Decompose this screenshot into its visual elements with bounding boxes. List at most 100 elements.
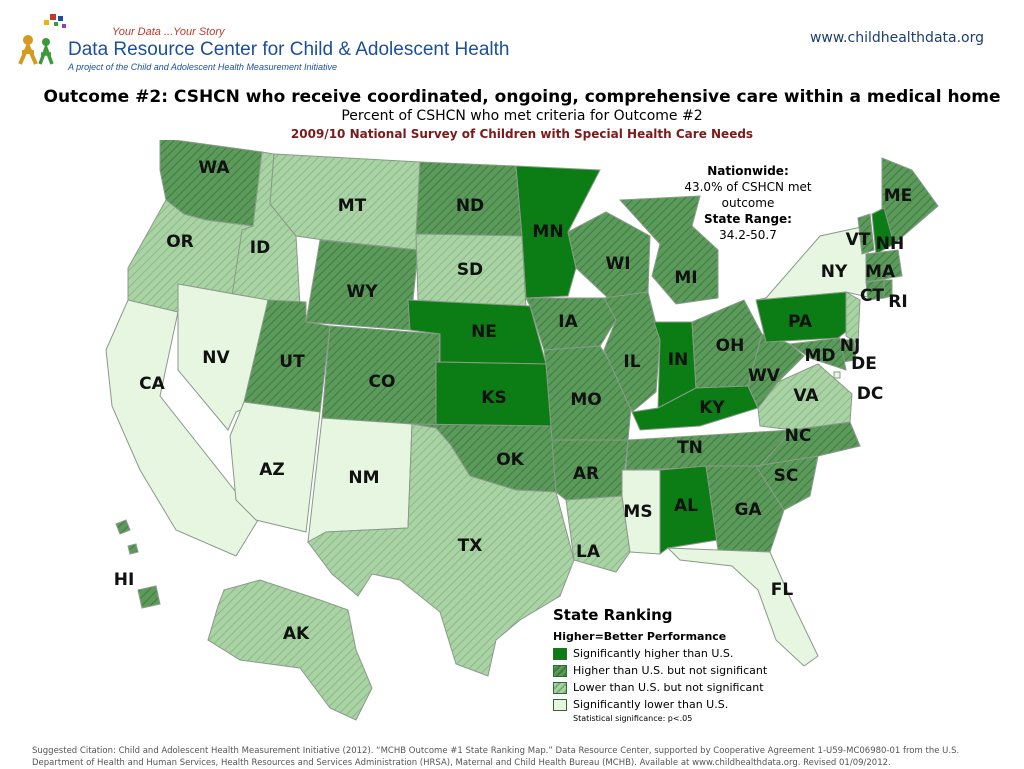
logo: Your Data ...Your Story Data Resource Ce…	[16, 6, 509, 72]
swatch-higher-icon	[553, 664, 567, 677]
state-range-label: State Range:	[704, 212, 792, 226]
state-label-sc: SC	[774, 466, 799, 486]
state-nj	[845, 291, 861, 345]
state-ms	[621, 469, 661, 555]
state-label-ct: CT	[860, 286, 884, 306]
legend-item: Higher than U.S. but not significant	[553, 662, 803, 679]
state-label-md: MD	[804, 346, 835, 366]
survey-name: 2009/10 National Survey of Children with…	[290, 127, 754, 141]
legend: State Ranking Higher=Better Performance …	[553, 606, 803, 723]
legend-subtitle: Higher=Better Performance	[553, 630, 727, 643]
state-label-nv: NV	[202, 348, 230, 368]
state-label-ca: CA	[139, 374, 165, 394]
state-label-or: OR	[166, 232, 194, 252]
state-label-wa: WA	[198, 158, 230, 178]
state-label-sd: SD	[457, 260, 483, 280]
legend-item-label: Lower than U.S. but not significant	[573, 681, 764, 694]
state-label-nh: NH	[876, 234, 904, 254]
state-label-hi: HI	[114, 570, 135, 590]
state-me	[881, 157, 939, 245]
state-label-in: IN	[668, 350, 689, 370]
state-label-il: IL	[623, 352, 640, 372]
state-ak	[207, 579, 373, 721]
state-label-id: ID	[250, 238, 270, 258]
state-label-mt: MT	[338, 196, 367, 216]
logo-figures-icon	[18, 14, 66, 65]
state-label-ia: IA	[558, 312, 578, 332]
state-la	[565, 495, 631, 573]
state-label-wv: WV	[748, 366, 781, 386]
swatch-sig-higher-icon	[553, 647, 567, 660]
state-va	[757, 363, 853, 431]
logo-tagline: Your Data ...Your Story	[112, 26, 225, 38]
state-label-oh: OH	[716, 336, 745, 356]
state-label-dc: DC	[857, 384, 884, 404]
state-label-mn: MN	[532, 222, 563, 242]
state-label-me: ME	[884, 186, 913, 206]
state-label-ak: AK	[283, 624, 310, 644]
state-label-nj: NJ	[840, 336, 861, 356]
legend-item-label: Higher than U.S. but not significant	[573, 664, 768, 677]
state-md	[788, 337, 847, 371]
state-ga	[705, 465, 785, 553]
state-label-nd: ND	[456, 196, 484, 216]
state-ri	[883, 279, 893, 299]
state-label-va: VA	[793, 386, 819, 406]
state-al	[659, 465, 719, 555]
state-label-al: AL	[674, 496, 698, 516]
state-range-value: 34.2-50.7	[719, 228, 777, 242]
state-fl	[666, 547, 819, 667]
state-label-co: CO	[369, 372, 396, 392]
logo-name: Data Resource Center for Child & Adolesc…	[68, 39, 510, 60]
state-label-ky: KY	[699, 398, 725, 418]
logo-subline: A project of the Child and Adolescent He…	[68, 62, 337, 72]
state-vt	[857, 213, 875, 255]
state-hi	[115, 519, 161, 609]
state-mi	[618, 195, 719, 305]
state-label-mi: MI	[674, 268, 697, 288]
legend-item-label: Significantly lower than U.S.	[573, 698, 729, 711]
legend-title: State Ranking	[553, 606, 673, 624]
legend-item: Significantly higher than U.S.	[553, 645, 803, 662]
site-url-link[interactable]: www.childhealthdata.org	[809, 30, 984, 46]
state-ca	[105, 299, 259, 557]
nationwide-note: Nationwide: 43.0% of CSHCN met outcome S…	[680, 163, 816, 243]
legend-item-label: Significantly higher than U.S.	[573, 647, 734, 660]
state-label-ny: NY	[821, 262, 848, 282]
nationwide-value: 43.0% of CSHCN met outcome	[684, 180, 812, 210]
state-tx	[307, 423, 575, 677]
state-label-de: DE	[851, 354, 877, 374]
state-label-ut: UT	[279, 352, 305, 372]
state-label-vt: VT	[846, 230, 871, 250]
state-label-az: AZ	[259, 460, 284, 480]
state-dc	[833, 371, 841, 379]
state-label-fl: FL	[771, 580, 794, 600]
state-az	[229, 401, 321, 533]
state-label-mo: MO	[570, 390, 601, 410]
us-state-map: WA OR CA ID NV MT WY UT CO AZ NM ND SD NE KS OK TX MN IA MO…	[105, 140, 939, 721]
state-nh	[871, 207, 895, 255]
state-ma	[865, 249, 903, 283]
state-wv	[747, 333, 805, 409]
state-label-pa: PA	[788, 312, 813, 332]
legend-item: Significantly lower than U.S.	[553, 696, 803, 713]
state-label-ma: MA	[865, 262, 896, 282]
state-label-ar: AR	[573, 464, 599, 484]
state-il	[603, 291, 661, 413]
nationwide-label: Nationwide:	[707, 164, 789, 178]
legend-item: Lower than U.S. but not significant	[553, 679, 803, 696]
map-title: Outcome #2: CSHCN who receive coordinate…	[43, 87, 1001, 107]
state-label-wy: WY	[346, 282, 378, 302]
state-label-ne: NE	[471, 322, 497, 342]
state-mn	[515, 165, 601, 299]
state-label-tn: TN	[677, 438, 703, 458]
state-label-nm: NM	[348, 468, 379, 488]
map-subtitle: Percent of CSHCN who met criteria for Ou…	[341, 108, 703, 124]
state-label-ri: RI	[888, 292, 907, 312]
swatch-lower-icon	[553, 681, 567, 694]
state-label-la: LA	[576, 542, 601, 562]
state-label-ga: GA	[734, 500, 762, 520]
state-label-ks: KS	[481, 388, 506, 408]
state-label-ms: MS	[623, 502, 652, 522]
state-label-tx: TX	[458, 536, 483, 556]
